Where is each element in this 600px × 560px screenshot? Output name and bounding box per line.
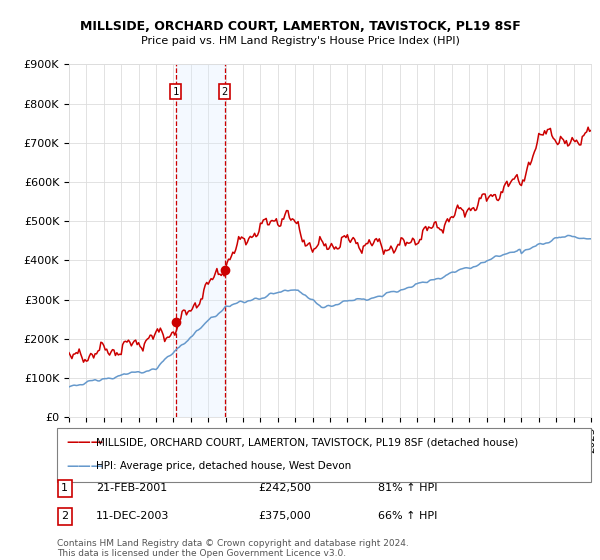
Text: 1: 1: [61, 483, 68, 493]
Text: Contains HM Land Registry data © Crown copyright and database right 2024.
This d: Contains HM Land Registry data © Crown c…: [57, 539, 409, 558]
Text: ———: ———: [66, 436, 103, 449]
Text: 2: 2: [221, 87, 228, 97]
Text: MILLSIDE, ORCHARD COURT, LAMERTON, TAVISTOCK, PL19 8SF (detached house): MILLSIDE, ORCHARD COURT, LAMERTON, TAVIS…: [96, 437, 518, 447]
Text: HPI: Average price, detached house, West Devon: HPI: Average price, detached house, West…: [96, 461, 351, 472]
Bar: [176, 64, 225, 417]
Text: Price paid vs. HM Land Registry's House Price Index (HPI): Price paid vs. HM Land Registry's House …: [140, 36, 460, 46]
Text: 21-FEB-2001: 21-FEB-2001: [96, 483, 167, 493]
Text: 81% ↑ HPI: 81% ↑ HPI: [378, 483, 437, 493]
Text: 1: 1: [173, 87, 179, 97]
Text: £375,000: £375,000: [258, 511, 311, 521]
Text: 2: 2: [61, 511, 68, 521]
Text: 66% ↑ HPI: 66% ↑ HPI: [378, 511, 437, 521]
Text: ———: ———: [66, 460, 103, 473]
Text: 11-DEC-2003: 11-DEC-2003: [96, 511, 169, 521]
Text: £242,500: £242,500: [258, 483, 311, 493]
Text: MILLSIDE, ORCHARD COURT, LAMERTON, TAVISTOCK, PL19 8SF: MILLSIDE, ORCHARD COURT, LAMERTON, TAVIS…: [80, 20, 520, 32]
